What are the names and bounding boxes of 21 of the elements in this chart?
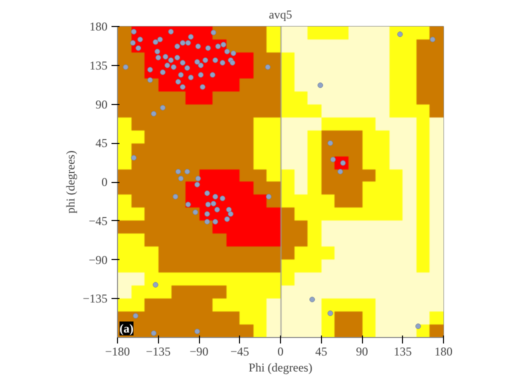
chart-title: avq5 (268, 8, 292, 22)
x-tick-label: 45 (315, 344, 328, 358)
x-axis-title: Phi (degrees) (248, 360, 312, 374)
y-tick-label: 90 (96, 97, 108, 112)
x-tick-label: 135 (394, 344, 412, 358)
y-tick-label: 0 (102, 175, 108, 189)
x-tick-label: 0 (278, 344, 284, 358)
x-tick-label: −90 (190, 344, 208, 358)
x-tick-label: −135 (146, 344, 171, 358)
y-tick-label: −135 (82, 292, 108, 306)
x-tick-label: 180 (434, 344, 452, 358)
y-axis-title: phi (degrees) (64, 150, 78, 214)
annotation: (a) (120, 322, 134, 336)
y-tick-label: 135 (90, 58, 108, 72)
x-tick-label: 90 (356, 344, 368, 358)
y-tick-label: −45 (88, 214, 108, 228)
y-tick-label: 180 (90, 20, 108, 34)
y-tick-label: 45 (96, 136, 108, 150)
y-tick-label: −90 (88, 252, 108, 267)
x-tick-label: −45 (230, 344, 250, 358)
x-tick-label: −180 (105, 344, 130, 358)
